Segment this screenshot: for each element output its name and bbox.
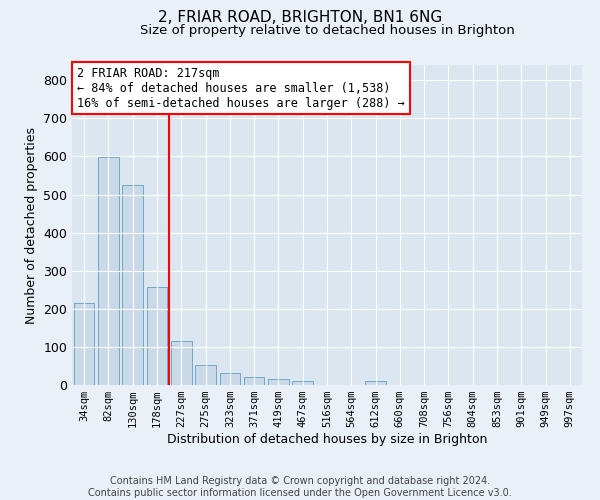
X-axis label: Distribution of detached houses by size in Brighton: Distribution of detached houses by size … [167,433,487,446]
Bar [268,379,289,385]
Text: 2 FRIAR ROAD: 217sqm
← 84% of detached houses are smaller (1,538)
16% of semi-de: 2 FRIAR ROAD: 217sqm ← 84% of detached h… [77,66,405,110]
Bar [74,303,94,385]
Bar [171,341,191,385]
Bar [292,381,313,385]
Title: Size of property relative to detached houses in Brighton: Size of property relative to detached ho… [140,24,514,38]
Bar [98,157,119,385]
Bar [195,365,216,385]
Bar [244,378,265,385]
Y-axis label: Number of detached properties: Number of detached properties [25,126,38,324]
Text: Contains HM Land Registry data © Crown copyright and database right 2024.
Contai: Contains HM Land Registry data © Crown c… [88,476,512,498]
Text: 2, FRIAR ROAD, BRIGHTON, BN1 6NG: 2, FRIAR ROAD, BRIGHTON, BN1 6NG [158,10,442,25]
Bar [122,185,143,385]
Bar [220,373,240,385]
Bar [365,381,386,385]
Bar [146,288,167,385]
